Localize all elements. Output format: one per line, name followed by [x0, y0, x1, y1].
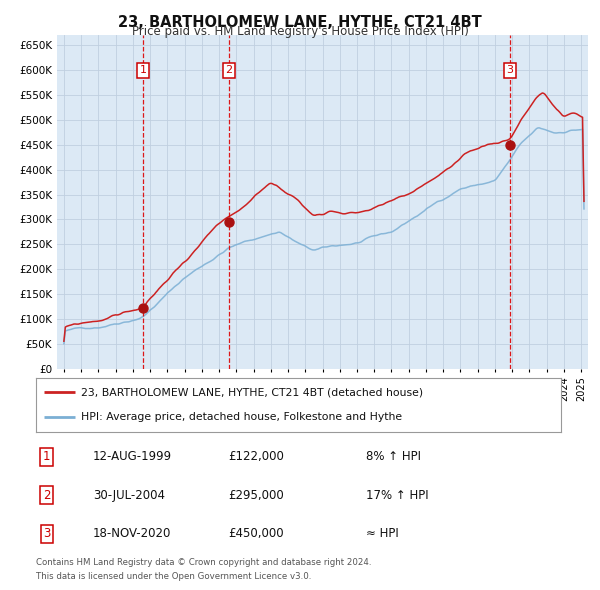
Text: 23, BARTHOLOMEW LANE, HYTHE, CT21 4BT: 23, BARTHOLOMEW LANE, HYTHE, CT21 4BT — [118, 15, 482, 30]
Text: Contains HM Land Registry data © Crown copyright and database right 2024.: Contains HM Land Registry data © Crown c… — [36, 558, 371, 566]
Text: 17% ↑ HPI: 17% ↑ HPI — [366, 489, 428, 502]
Text: £295,000: £295,000 — [228, 489, 284, 502]
Text: 3: 3 — [506, 65, 514, 76]
Text: 3: 3 — [43, 527, 50, 540]
Text: 18-NOV-2020: 18-NOV-2020 — [93, 527, 172, 540]
Text: Price paid vs. HM Land Registry's House Price Index (HPI): Price paid vs. HM Land Registry's House … — [131, 25, 469, 38]
Text: 1: 1 — [140, 65, 147, 76]
Text: 8% ↑ HPI: 8% ↑ HPI — [366, 450, 421, 464]
Text: 12-AUG-1999: 12-AUG-1999 — [93, 450, 172, 464]
Text: 23, BARTHOLOMEW LANE, HYTHE, CT21 4BT (detached house): 23, BARTHOLOMEW LANE, HYTHE, CT21 4BT (d… — [80, 387, 423, 397]
Text: 1: 1 — [43, 450, 50, 464]
Text: 2: 2 — [43, 489, 50, 502]
Text: 2: 2 — [226, 65, 233, 76]
Text: 30-JUL-2004: 30-JUL-2004 — [93, 489, 165, 502]
Text: £450,000: £450,000 — [228, 527, 284, 540]
Text: £122,000: £122,000 — [228, 450, 284, 464]
Text: HPI: Average price, detached house, Folkestone and Hythe: HPI: Average price, detached house, Folk… — [80, 412, 402, 422]
Text: ≈ HPI: ≈ HPI — [366, 527, 399, 540]
Text: This data is licensed under the Open Government Licence v3.0.: This data is licensed under the Open Gov… — [36, 572, 311, 581]
